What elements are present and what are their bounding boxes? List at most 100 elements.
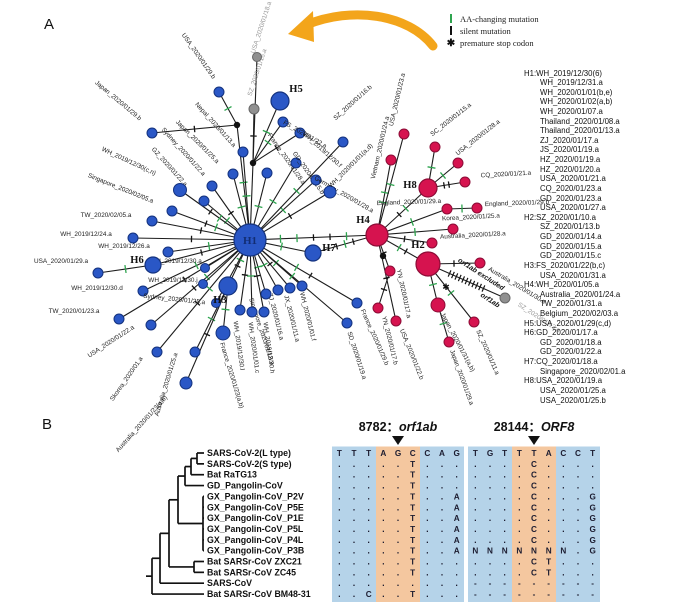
alignment-identity-dot: . [577,567,580,577]
sample-label: USA_2020/01/29.b [180,32,217,81]
alignment-base: G [589,514,595,523]
haplotype-member: Thailand_2020/01/08.a [540,116,620,126]
aa-mutation-tick [293,187,300,195]
alignment-identity-dot: . [455,589,458,599]
premature-stop-mark: ✱ [442,282,450,292]
aa-mutation-tick [293,263,300,272]
alignment-identity-dot: . [455,578,458,588]
aa-mutation-tick [428,282,438,287]
haplotype-node-H5 [270,91,290,111]
sample-node [146,127,158,139]
silent-mutation-tick [447,181,451,188]
sample-node [215,325,231,341]
alignment-base: - [577,590,580,599]
alignment-identity-dot: . [474,557,477,567]
alignment-identity-dot: . [426,459,429,469]
network-edge [156,239,251,353]
haplotype-group-H4: H4:WH_2020/01/05.a [524,280,599,290]
alignment-identity-dot: . [353,459,356,469]
silent-mutation-tick [478,283,482,291]
sample-node [248,103,260,115]
aa-mutation-tick [427,166,436,169]
haplotype-member: GD_2020/01/18.a [540,337,602,347]
haplotype-member: SZ_2020/01/13.b [540,222,600,232]
alignment-identity-dot: . [353,481,356,491]
haplotype-label-H3: H3 [213,295,226,306]
alignment-base: G [589,503,595,512]
silent-mutation-tick [380,287,388,292]
haplotype-label-H8: H8 [403,180,416,191]
alignment-base: - [474,579,477,588]
sample-node [227,168,239,180]
aa-mutation-tick [214,223,219,232]
alignment-identity-dot: . [547,502,550,512]
alignment-identity-dot: . [489,481,492,491]
silent-mutation-tick [253,274,261,278]
sample-node [468,316,480,328]
alignment-identity-dot: . [441,459,444,469]
sample-node [146,215,158,227]
aa-mutation-tick [280,242,283,251]
alignment-identity-dot: . [397,567,400,577]
alignment-identity-dot: . [353,470,356,480]
haplotype-member: WH_2020/01/07.a [540,106,603,116]
alignment-identity-dot: . [353,567,356,577]
alignment-identity-dot: . [474,491,477,501]
silent-mutation-tick [191,285,197,291]
silent-mutation-tick [308,272,313,279]
sample-node [252,52,262,62]
haplotype-member: USA_2020/01/27.a [540,203,606,213]
alignment-identity-dot: . [474,513,477,523]
silent-mutation-tick [241,273,249,277]
alignment-identity-dot: . [441,567,444,577]
alignment-identity-dot: . [562,459,565,469]
alignment-identity-dot: . [547,524,550,534]
alignment-identity-dot: . [338,481,341,491]
legend-row-aa: AA-changing mutation [446,13,539,25]
alignment-base: C [424,449,430,458]
silent-mutation-tick [464,277,469,285]
alignment-base: N [546,547,552,556]
alignment-base: T [410,471,415,480]
sample-node [398,128,410,140]
alignment-identity-dot: . [489,470,492,480]
alignment-base: - [533,579,536,588]
alignment-title: 8782：orf1ab [359,420,438,434]
arrow-head-icon [288,11,314,42]
sample-node [145,319,157,331]
sample-node [137,285,149,297]
alignment-base: T [410,558,415,567]
alignment-identity-dot: . [441,524,444,534]
alignment-identity-dot: . [426,513,429,523]
alignment-identity-dot: . [503,470,506,480]
alignment-identity-dot: . [562,481,565,491]
alignment-base: C [531,525,537,534]
alignment-base: - [591,590,594,599]
alignment-identity-dot: . [547,481,550,491]
sample-label: WH_2019/12/30.d [71,285,123,292]
alignment-identity-dot: . [338,567,341,577]
sample-node [429,141,441,153]
sample-label: YN_2020/01/17.a [395,269,412,320]
alignment-identity-dot: . [441,491,444,501]
alignment-identity-dot: . [503,491,506,501]
alignment-identity-dot: . [489,459,492,469]
alignment-base: C [531,492,537,501]
alignment-identity-dot: . [367,524,370,534]
median-vector-node [379,252,387,260]
alignment-base: G [589,536,595,545]
aa-mutation-tick [380,191,389,194]
haplotype-member: CQ_2020/01/23.a [540,183,602,193]
alignment-identity-dot: . [441,589,444,599]
alignment-base: - [547,590,550,599]
alignment-identity-dot: . [577,470,580,480]
alignment-identity-dot: . [367,578,370,588]
aa-mutation-tick [269,198,277,205]
sample-label: SZ_2020/01/16.b [332,84,373,122]
alignment-identity-dot: . [562,535,565,545]
silent-mutation-tick [457,274,462,282]
alignment-identity-dot: . [426,567,429,577]
aa-mutation-tick [239,181,248,184]
alignment-identity-dot: . [455,470,458,480]
